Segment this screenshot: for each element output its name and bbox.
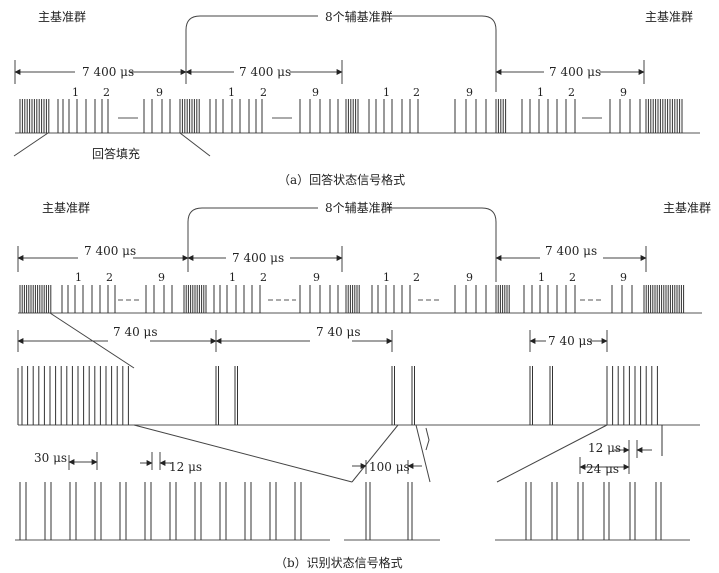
part-b-detail-pulses [15,482,690,541]
part-b-pulse-train [18,285,702,314]
part-a-aux-bracket-left [185,15,318,72]
part-b-identification-status-format: 主基准群 8个辅基准群 主基准群 7 400 μs 7 400 μs 7 400… [15,201,711,570]
part-b-main-group-right-label: 主基准群 [663,201,711,215]
part-a-interval-dimensions: 7 400 μs 7 400 μs 7 400 μs [14,60,645,84]
part-a-interval-2: 7 400 μs [239,65,291,79]
part-a-main-group-right-label: 主基准群 [645,10,693,24]
part-b-pulse-num-9d: 9 [620,271,627,284]
part-a-pulse-num-9d: 9 [620,86,627,99]
part-b-aux-bracket-right [385,207,497,282]
part-b-pulse-num-2: 2 [106,271,113,284]
part-b-interval-2: 7 400 μs [232,251,284,265]
part-b-pulse-num-9c: 9 [466,271,473,284]
part-a-pulse-num-2c: 2 [413,86,420,99]
part-b-spacing-12us-b: 12 μs [588,441,621,455]
part-a-pulse-num-2d: 2 [568,86,575,99]
part-a-reply-status-format: 主基准群 8个辅基准群 主基准群 7 400 μs 7 400 μs 7 400… [13,10,700,187]
part-b-spacing-dimensions: 30 μs 12 μs 100 μs 12 μs 24 μs [34,440,652,476]
part-b-aux-group-label: 8个辅基准群 [325,201,393,215]
part-a-pulse-num-2: 2 [103,86,110,99]
part-b-pulse-num-9b: 9 [313,271,320,284]
part-a-pulse-num-9c: 9 [466,86,473,99]
part-a-fill-callout-right [179,132,211,157]
part-b-pulse-num-9: 9 [158,271,165,284]
part-b-spacing-24us: 24 μs [586,462,619,476]
part-b-spacing-30us: 30 μs [34,451,67,465]
part-b-pulse-num-2c: 2 [413,271,420,284]
part-a-reply-fill-label: 回答填充 [92,146,140,161]
part-b-interval-3: 7 400 μs [545,244,597,258]
part-b-caption: （b）识别状态信号格式 [275,555,403,570]
part-b-pulse-num-1c: 1 [383,271,390,284]
part-b-aux-bracket-left [187,207,318,262]
part-a-pulse-num-2b: 2 [260,86,267,99]
part-a-aux-group-label: 8个辅基准群 [325,10,393,24]
part-a-caption: （a）回答状态信号格式 [278,172,405,187]
part-a-interval-1: 7 400 μs [82,65,134,79]
part-a-pulse-numbers: 1 2 9 1 2 9 1 2 9 1 2 9 [72,86,627,99]
part-a-aux-bracket-right [385,15,497,92]
part-b-interval-dimensions: 7 400 μs 7 400 μs 7 400 μs [17,244,647,272]
part-b-interval-740-1: 7 40 μs [113,325,158,339]
part-b-pulse-numbers: 1 2 9 1 2 9 1 2 9 1 2 9 [75,271,627,284]
part-a-pulse-num-9b: 9 [312,86,319,99]
part-b-pulse-num-1d: 1 [538,271,545,284]
part-b-interval-740-3: 7 40 μs [548,334,593,348]
part-a-pulse-num-1: 1 [72,86,79,99]
part-b-spacing-12us-a: 12 μs [169,460,202,474]
part-b-interval-740-2: 7 40 μs [316,325,361,339]
part-b-zoom-lines [49,312,608,483]
part-b-pulse-num-2d: 2 [569,271,576,284]
part-a-pulse-num-9: 9 [156,86,163,99]
part-a-pulse-train [15,99,700,134]
part-a-main-group-left-label: 主基准群 [38,10,86,24]
part-b-pulse-num-1b: 1 [229,271,236,284]
part-b-pulse-num-2b: 2 [260,271,267,284]
part-b-interval-1: 7 400 μs [84,244,136,258]
part-a-pulse-num-1d: 1 [537,86,544,99]
part-a-fill-callout-left [13,132,49,157]
part-a-pulse-num-1c: 1 [383,86,390,99]
part-b-magnified-pulses [17,366,700,456]
part-b-pulse-num-1: 1 [75,271,82,284]
part-a-interval-3: 7 400 μs [549,65,601,79]
part-a-pulse-num-1b: 1 [228,86,235,99]
part-b-740us-dimensions: 7 40 μs 7 40 μs 7 40 μs [17,325,608,352]
part-b-spacing-100us: 100 μs [369,460,410,474]
part-b-main-group-left-label: 主基准群 [42,201,90,215]
